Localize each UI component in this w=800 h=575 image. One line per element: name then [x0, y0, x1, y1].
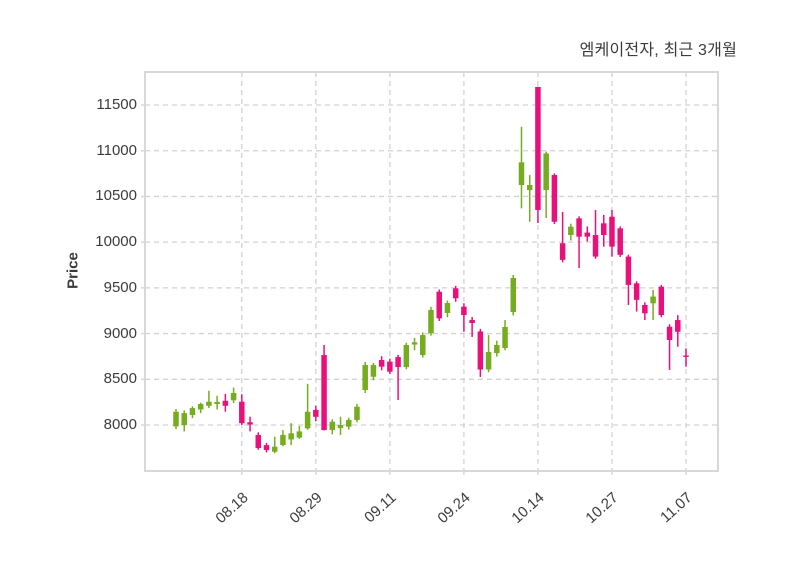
- candle-body: [675, 320, 681, 332]
- candle-body: [378, 360, 385, 367]
- candle-body: [658, 286, 665, 316]
- candle-body: [329, 421, 336, 431]
- candle-body: [387, 361, 393, 372]
- candle-body: [296, 431, 303, 438]
- candle-body: [642, 304, 648, 314]
- candle-body: [370, 365, 377, 377]
- candle-body: [304, 411, 311, 429]
- y-tick-label: 10500: [95, 187, 137, 205]
- y-tick-label: 8000: [103, 416, 137, 433]
- candle-body: [436, 291, 442, 319]
- candle-body: [222, 400, 229, 406]
- candle-body: [403, 345, 410, 368]
- candle-body: [428, 309, 434, 334]
- candle-body: [592, 235, 599, 257]
- candle-body: [214, 401, 220, 404]
- y-tick-label: 11000: [96, 141, 137, 159]
- candle-body: [420, 335, 426, 356]
- candle-body: [239, 401, 245, 424]
- candle-body: [633, 283, 640, 300]
- candle-body: [494, 345, 500, 354]
- candle-body: [559, 243, 566, 260]
- candle-body: [189, 408, 196, 415]
- candle-body: [255, 435, 262, 449]
- candle-body: [551, 175, 558, 222]
- candle-body: [362, 365, 368, 390]
- candle-body: [543, 153, 549, 191]
- candle-body: [288, 433, 294, 440]
- candle-body: [461, 306, 467, 316]
- candle-body: [510, 277, 517, 313]
- candle-body: [518, 162, 525, 186]
- candle-body: [485, 352, 492, 370]
- candle-body: [354, 406, 360, 420]
- candle-body: [263, 445, 270, 450]
- candle-body: [683, 355, 689, 357]
- candle-body: [197, 403, 204, 410]
- y-tick-label: 8500: [103, 370, 137, 388]
- candle-body: [568, 226, 574, 236]
- candle-body: [584, 232, 591, 237]
- candle-body: [625, 256, 632, 285]
- candle-body: [395, 357, 401, 368]
- chart-title: 엠케이전자, 최근 3개월: [579, 42, 737, 59]
- y-tick-label: 9500: [103, 278, 137, 296]
- plot-border: [144, 71, 719, 472]
- candle-body: [271, 446, 278, 452]
- y-tick-label: 9000: [103, 324, 137, 342]
- candle-body: [280, 434, 286, 446]
- candle-body: [173, 411, 179, 427]
- candle-body: [181, 413, 187, 426]
- candle-body: [469, 320, 475, 324]
- candle-body: [600, 223, 607, 236]
- candle-body: [502, 326, 508, 349]
- candle-body: [337, 425, 344, 429]
- candle-body: [576, 218, 582, 237]
- candle-body: [444, 303, 451, 314]
- candle-body: [477, 331, 484, 370]
- candle-body: [247, 422, 253, 425]
- candle-body: [206, 401, 212, 406]
- candle-body: [526, 185, 533, 191]
- y-tick-label: 10000: [95, 233, 137, 251]
- candle-body: [452, 288, 459, 299]
- candle-body: [617, 228, 623, 255]
- y-tick-label: 11500: [96, 96, 137, 113]
- candle-body: [313, 409, 319, 417]
- candle-body: [609, 216, 615, 247]
- candle-body: [230, 393, 237, 401]
- candle-body: [345, 419, 352, 427]
- candle-body: [666, 326, 673, 340]
- candle-body: [650, 296, 656, 304]
- candle-body: [535, 86, 541, 210]
- candle-body: [321, 355, 327, 431]
- candle-body: [411, 342, 418, 345]
